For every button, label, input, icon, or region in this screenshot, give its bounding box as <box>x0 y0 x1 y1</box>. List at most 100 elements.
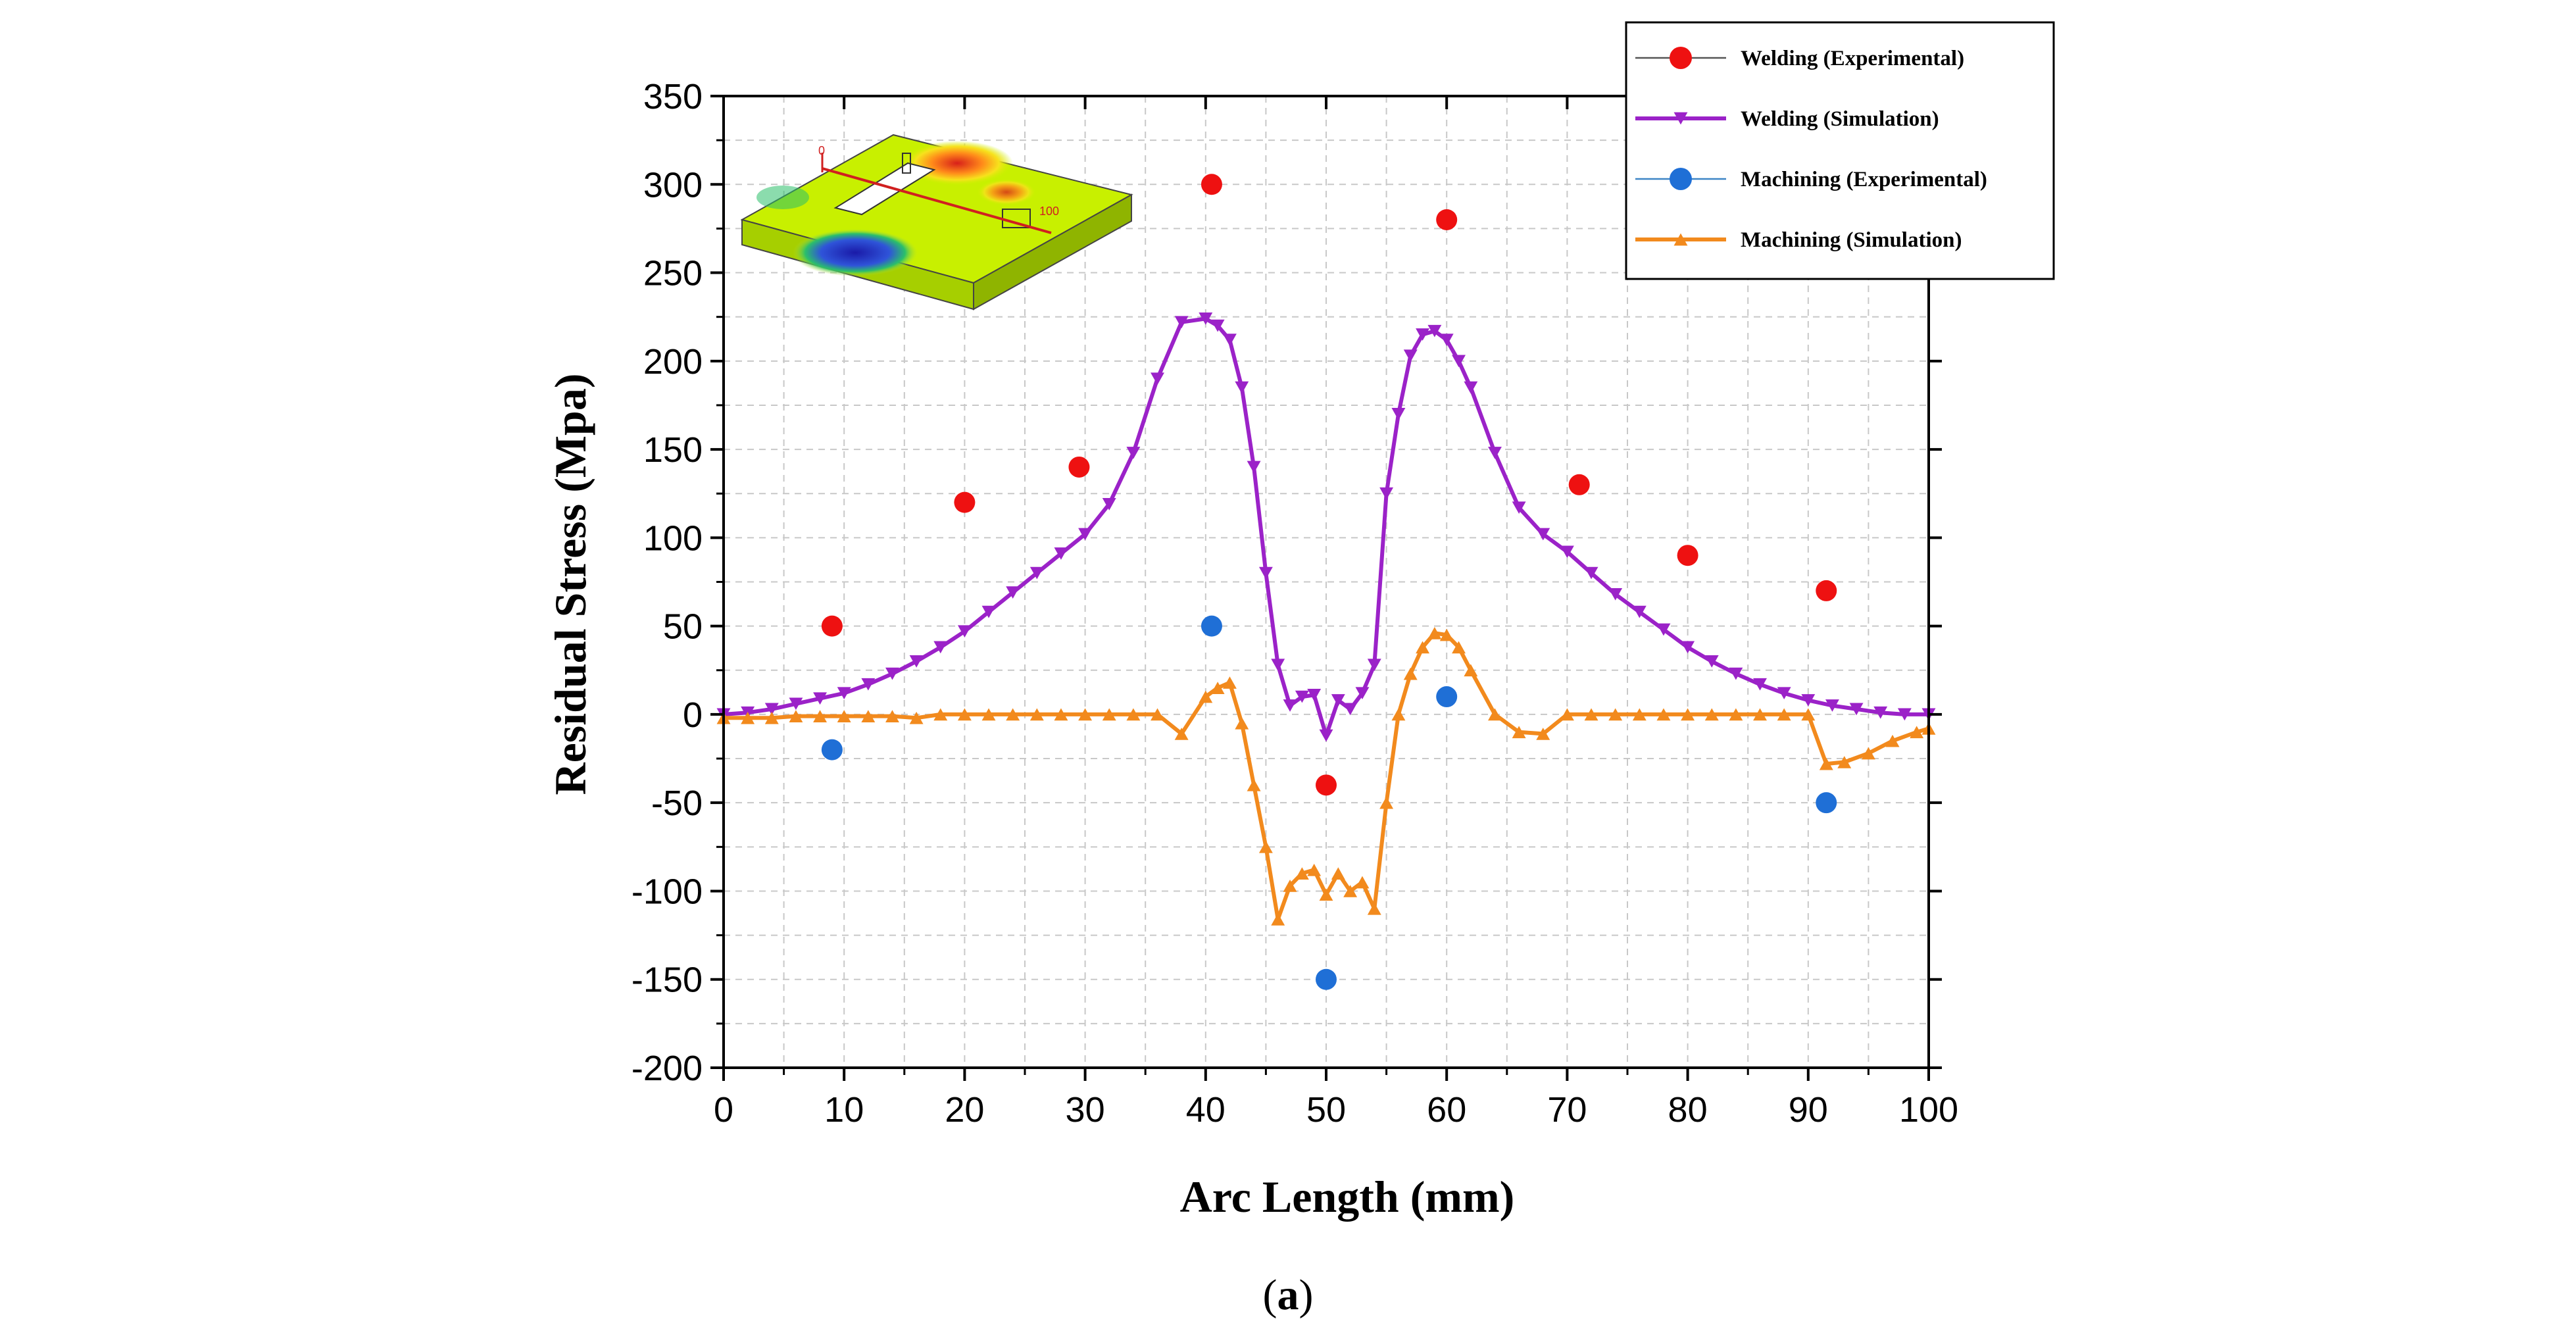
data-point-marker <box>813 710 828 722</box>
legend-marker <box>1670 168 1692 190</box>
data-point-marker <box>1307 863 1322 876</box>
data-point-marker <box>1258 840 1273 853</box>
data-point-marker <box>1873 706 1888 719</box>
data-point-marker <box>1427 627 1442 639</box>
series-welding-simulation <box>716 312 1936 742</box>
data-point-marker <box>1331 867 1345 880</box>
legend-label: Machining (Simulation) <box>1741 228 1962 252</box>
data-point-marker <box>981 605 996 618</box>
data-point-marker <box>1560 545 1574 559</box>
data-point-marker <box>1174 728 1189 740</box>
data-point-marker <box>1777 687 1791 700</box>
legend-item: Welding (Experimental) <box>1635 47 1964 70</box>
y-tick-label: 300 <box>643 165 703 205</box>
x-tick-label: 60 <box>1427 1090 1466 1130</box>
data-point-marker <box>1054 547 1068 560</box>
data-point-marker <box>1258 566 1273 580</box>
data-point-marker <box>1078 708 1093 721</box>
data-point-marker <box>1006 708 1020 721</box>
data-point-marker <box>1656 623 1671 636</box>
data-point-marker <box>1199 690 1213 703</box>
data-point-marker <box>1584 708 1598 721</box>
data-point-marker <box>1151 372 1164 386</box>
data-point-marker <box>1452 355 1466 368</box>
data-point <box>1201 174 1222 195</box>
x-tick-label: 0 <box>714 1090 733 1130</box>
data-point-marker <box>1536 528 1550 541</box>
data-point-marker <box>1247 461 1261 474</box>
y-tick-label: 350 <box>643 77 703 116</box>
legend-label: Welding (Simulation) <box>1741 107 1939 131</box>
axes: 0 10 20 30 40 50 60 70 80 90 100 -200 -150 -100 -50 0 50… <box>632 77 1958 1130</box>
data-point-marker <box>1283 880 1297 892</box>
data-point-marker <box>1656 708 1671 721</box>
data-point-marker <box>1319 729 1333 742</box>
x-tick-label: 20 <box>945 1090 984 1130</box>
y-tick-label: -150 <box>632 961 703 1000</box>
x-tick-label: 50 <box>1306 1090 1346 1130</box>
x-axis-title: Arc Length (mm) <box>1180 1172 1515 1222</box>
data-point-marker <box>1319 888 1333 901</box>
data-point <box>1201 615 1222 637</box>
x-tick-label: 70 <box>1547 1090 1587 1130</box>
data-point-marker <box>1512 501 1526 514</box>
orange-stress-region <box>977 179 1036 205</box>
data-point-marker <box>1403 667 1418 680</box>
data-point-marker <box>1210 319 1225 332</box>
data-point-marker <box>1464 664 1478 677</box>
data-point-marker <box>1379 487 1394 500</box>
data-point-marker <box>1452 641 1466 654</box>
data-point-marker <box>1704 655 1719 668</box>
data-point-marker <box>933 708 948 721</box>
data-point <box>1316 774 1337 796</box>
data-point-marker <box>1464 381 1478 394</box>
data-point-marker <box>1355 876 1370 889</box>
y-tick-label: 150 <box>643 430 703 470</box>
y-tick-label: 50 <box>663 607 703 647</box>
data-point-marker <box>1126 708 1141 721</box>
data-point-marker <box>1235 381 1249 394</box>
data-point-marker <box>837 687 851 700</box>
blue-stress-region <box>793 229 918 276</box>
data-point <box>1816 580 1837 601</box>
data-point-marker <box>1632 605 1647 618</box>
legend: Welding (Experimental) Welding (Simulatio… <box>1625 21 2055 280</box>
inset-label-start: 0 <box>818 144 825 157</box>
legend-marker <box>1673 112 1688 125</box>
data-point-marker <box>1029 708 1044 721</box>
data-point-marker <box>1439 334 1454 346</box>
green-stress-region <box>756 186 809 209</box>
data-point-marker <box>1416 641 1430 654</box>
data-point-marker <box>1343 885 1358 897</box>
data-point-marker <box>1608 708 1623 721</box>
data-point-marker <box>1819 757 1833 770</box>
data-point <box>1436 686 1458 708</box>
data-point-marker <box>1681 708 1695 721</box>
x-tick-label: 100 <box>1899 1090 1958 1130</box>
data-point-marker <box>789 697 803 711</box>
data-point-marker <box>1801 694 1816 707</box>
data-point-marker <box>861 710 876 722</box>
data-point-marker <box>1488 447 1502 459</box>
data-point-marker <box>1488 708 1502 721</box>
data-point-marker <box>1126 447 1141 459</box>
measurement-path-line <box>822 167 1052 234</box>
data-point-marker <box>1235 716 1249 730</box>
data-point-marker <box>1283 699 1297 712</box>
series-machining-experimental <box>821 615 1837 990</box>
data-point-marker <box>1102 497 1116 511</box>
data-point-marker <box>1753 678 1767 691</box>
data-point <box>1316 968 1337 990</box>
data-point-marker <box>957 625 972 638</box>
series-welding-experimental <box>821 174 1837 796</box>
data-point-marker <box>861 678 876 691</box>
series-machining-simulation <box>716 627 1936 926</box>
inset-plate-image: 0 100 <box>740 134 1133 311</box>
data-point-marker <box>789 710 803 722</box>
legend-item: Welding (Simulation) <box>1635 107 1939 131</box>
data-point <box>1068 456 1090 478</box>
data-point-marker <box>1729 708 1743 721</box>
data-point-marker <box>1416 328 1430 341</box>
legend-item: Machining (Experimental) <box>1635 168 1987 191</box>
